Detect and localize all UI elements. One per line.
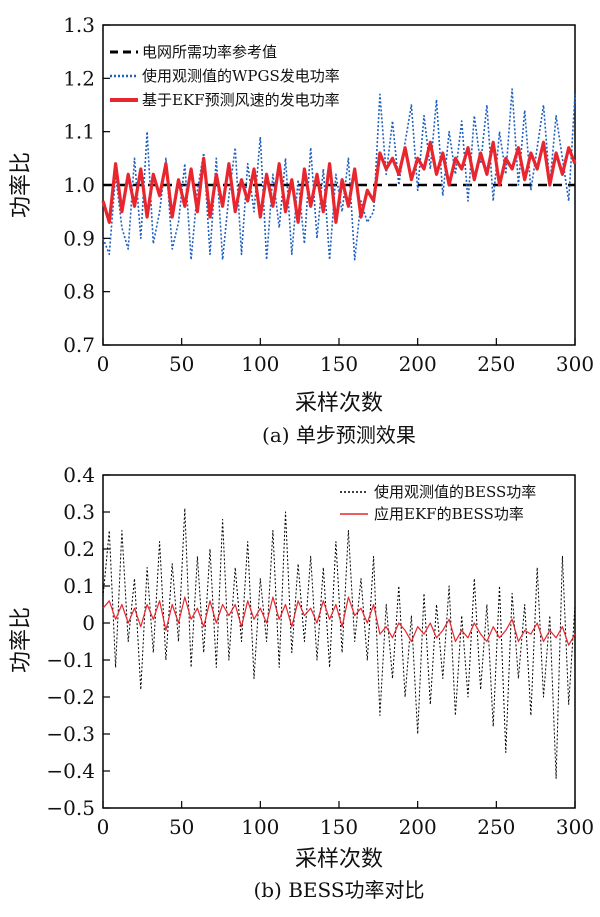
y-tick-label: 0.4 — [63, 463, 95, 487]
x-tick-label: 150 — [320, 815, 358, 839]
y-tick-label: 0.7 — [63, 333, 95, 357]
series-line-b-1 — [102, 507, 576, 779]
series-line-b-2 — [102, 596, 576, 646]
y-tick-label: −0.5 — [46, 796, 95, 820]
legend-a: 电网所需功率参考值 使用观测值的WPGS发电功率 基于EKF预测风速的发电功率 — [110, 43, 340, 109]
x-axis-label-a: 采样次数 — [295, 391, 383, 416]
x-tick-label: 250 — [477, 815, 515, 839]
legend-label-bess-ekf: 应用EKF的BESS功率 — [374, 505, 524, 523]
legend-label-wpgs: 使用观测值的WPGS发电功率 — [142, 67, 340, 85]
y-ticks-a: 0.7 0.8 0.9 1.0 1.1 1.2 1.3 — [63, 13, 110, 357]
caption-a: (a) 单步预测效果 — [262, 423, 416, 447]
x-tick-label: 150 — [320, 352, 358, 376]
y-tick-label: 1.3 — [63, 13, 95, 37]
y-tick-label: 1.2 — [63, 66, 95, 90]
y-tick-label: 0.2 — [63, 537, 95, 561]
plot-frame-b — [102, 474, 576, 809]
x-tick-label: 0 — [97, 352, 110, 376]
series-layer-b — [102, 507, 576, 779]
y-ticks-b: −0.5 −0.4 −0.3 −0.2 −0.1 0 0.1 0.2 0.3 0.4 — [46, 463, 110, 820]
y-tick-label: 0.9 — [63, 226, 95, 250]
panel-b: 0 50 100 150 200 250 300 −0.5 −0.4 −0.3 −0.2 −0.1 0… — [9, 463, 594, 902]
y-tick-label: −0.4 — [46, 759, 95, 783]
x-ticks-a: 0 50 100 150 200 250 300 — [97, 338, 594, 376]
x-tick-label: 50 — [169, 815, 194, 839]
x-tick-label: 250 — [477, 352, 515, 376]
y-tick-label: 0.8 — [63, 280, 95, 304]
x-tick-label: 100 — [241, 352, 279, 376]
x-tick-label: 300 — [556, 352, 594, 376]
y-tick-label: 1.1 — [63, 120, 95, 144]
series-layer-a — [101, 88, 577, 261]
y-tick-label: 0.3 — [63, 500, 95, 524]
y-tick-label: 0.1 — [63, 574, 95, 598]
x-ticks-b: 0 50 100 150 200 250 300 — [97, 801, 594, 839]
x-tick-label: 200 — [399, 352, 437, 376]
y-tick-label: −0.1 — [46, 648, 95, 672]
legend-label-reference: 电网所需功率参考值 — [142, 43, 277, 61]
y-axis-label-a: 功率比 — [9, 152, 34, 218]
legend-label-bess-observed: 使用观测值的BESS功率 — [374, 483, 536, 501]
x-tick-label: 0 — [97, 815, 110, 839]
y-axis-label-b: 功率比 — [9, 607, 34, 673]
x-tick-label: 100 — [241, 815, 279, 839]
x-axis-label-b: 采样次数 — [295, 847, 383, 872]
x-tick-label: 50 — [169, 352, 194, 376]
caption-b: (b) BESS功率对比 — [253, 878, 424, 902]
legend-label-ekf: 基于EKF预测风速的发电功率 — [142, 91, 340, 109]
y-tick-label: −0.3 — [46, 722, 95, 746]
y-tick-label: 1.0 — [63, 173, 95, 197]
y-tick-label: 0 — [82, 611, 95, 635]
series-line-a-3 — [101, 140, 577, 224]
legend-b: 使用观测值的BESS功率 应用EKF的BESS功率 — [340, 483, 536, 523]
series-line-a-2 — [102, 88, 576, 261]
panel-a: 0 50 100 150 200 250 300 0.7 0.8 0.9 1.0 1.1 1.2 1.3… — [9, 13, 594, 447]
y-tick-label: −0.2 — [46, 685, 95, 709]
x-tick-label: 300 — [556, 815, 594, 839]
x-tick-label: 200 — [399, 815, 437, 839]
